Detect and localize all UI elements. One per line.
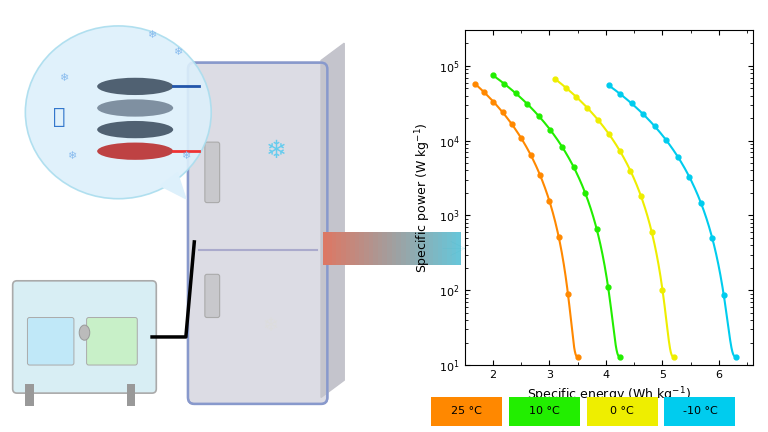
Y-axis label: Specific power (W kg$^{-1}$): Specific power (W kg$^{-1}$) [414, 122, 433, 273]
Bar [432, 397, 502, 426]
Text: ❄: ❄ [173, 47, 182, 57]
FancyBboxPatch shape [87, 318, 137, 365]
Ellipse shape [25, 26, 211, 199]
Text: 10 °C: 10 °C [529, 406, 560, 416]
FancyBboxPatch shape [188, 63, 327, 404]
FancyBboxPatch shape [205, 274, 220, 318]
Text: ❄: ❄ [266, 139, 287, 163]
Text: ❄: ❄ [147, 29, 157, 40]
Bar [25, 384, 34, 406]
Bar [509, 397, 580, 426]
Ellipse shape [79, 325, 90, 340]
FancyBboxPatch shape [205, 142, 220, 203]
Ellipse shape [97, 143, 173, 160]
Ellipse shape [97, 78, 173, 95]
Text: ❄: ❄ [58, 73, 68, 83]
Text: 🌡: 🌡 [53, 107, 65, 127]
Text: ❄: ❄ [262, 316, 279, 335]
Polygon shape [321, 43, 344, 397]
Bar [587, 397, 657, 426]
Bar [127, 384, 135, 406]
Polygon shape [161, 173, 186, 199]
Text: 0 °C: 0 °C [611, 406, 634, 416]
X-axis label: Specific energy (Wh kg$^{-1}$): Specific energy (Wh kg$^{-1}$) [527, 385, 690, 405]
FancyBboxPatch shape [12, 281, 157, 393]
Ellipse shape [97, 99, 173, 117]
Bar [664, 397, 736, 426]
Text: ❄: ❄ [67, 150, 77, 161]
Text: 25 °C: 25 °C [452, 406, 482, 416]
FancyBboxPatch shape [28, 318, 74, 365]
Ellipse shape [97, 121, 173, 138]
Text: ❄: ❄ [181, 150, 190, 161]
Text: -10 °C: -10 °C [683, 406, 717, 416]
